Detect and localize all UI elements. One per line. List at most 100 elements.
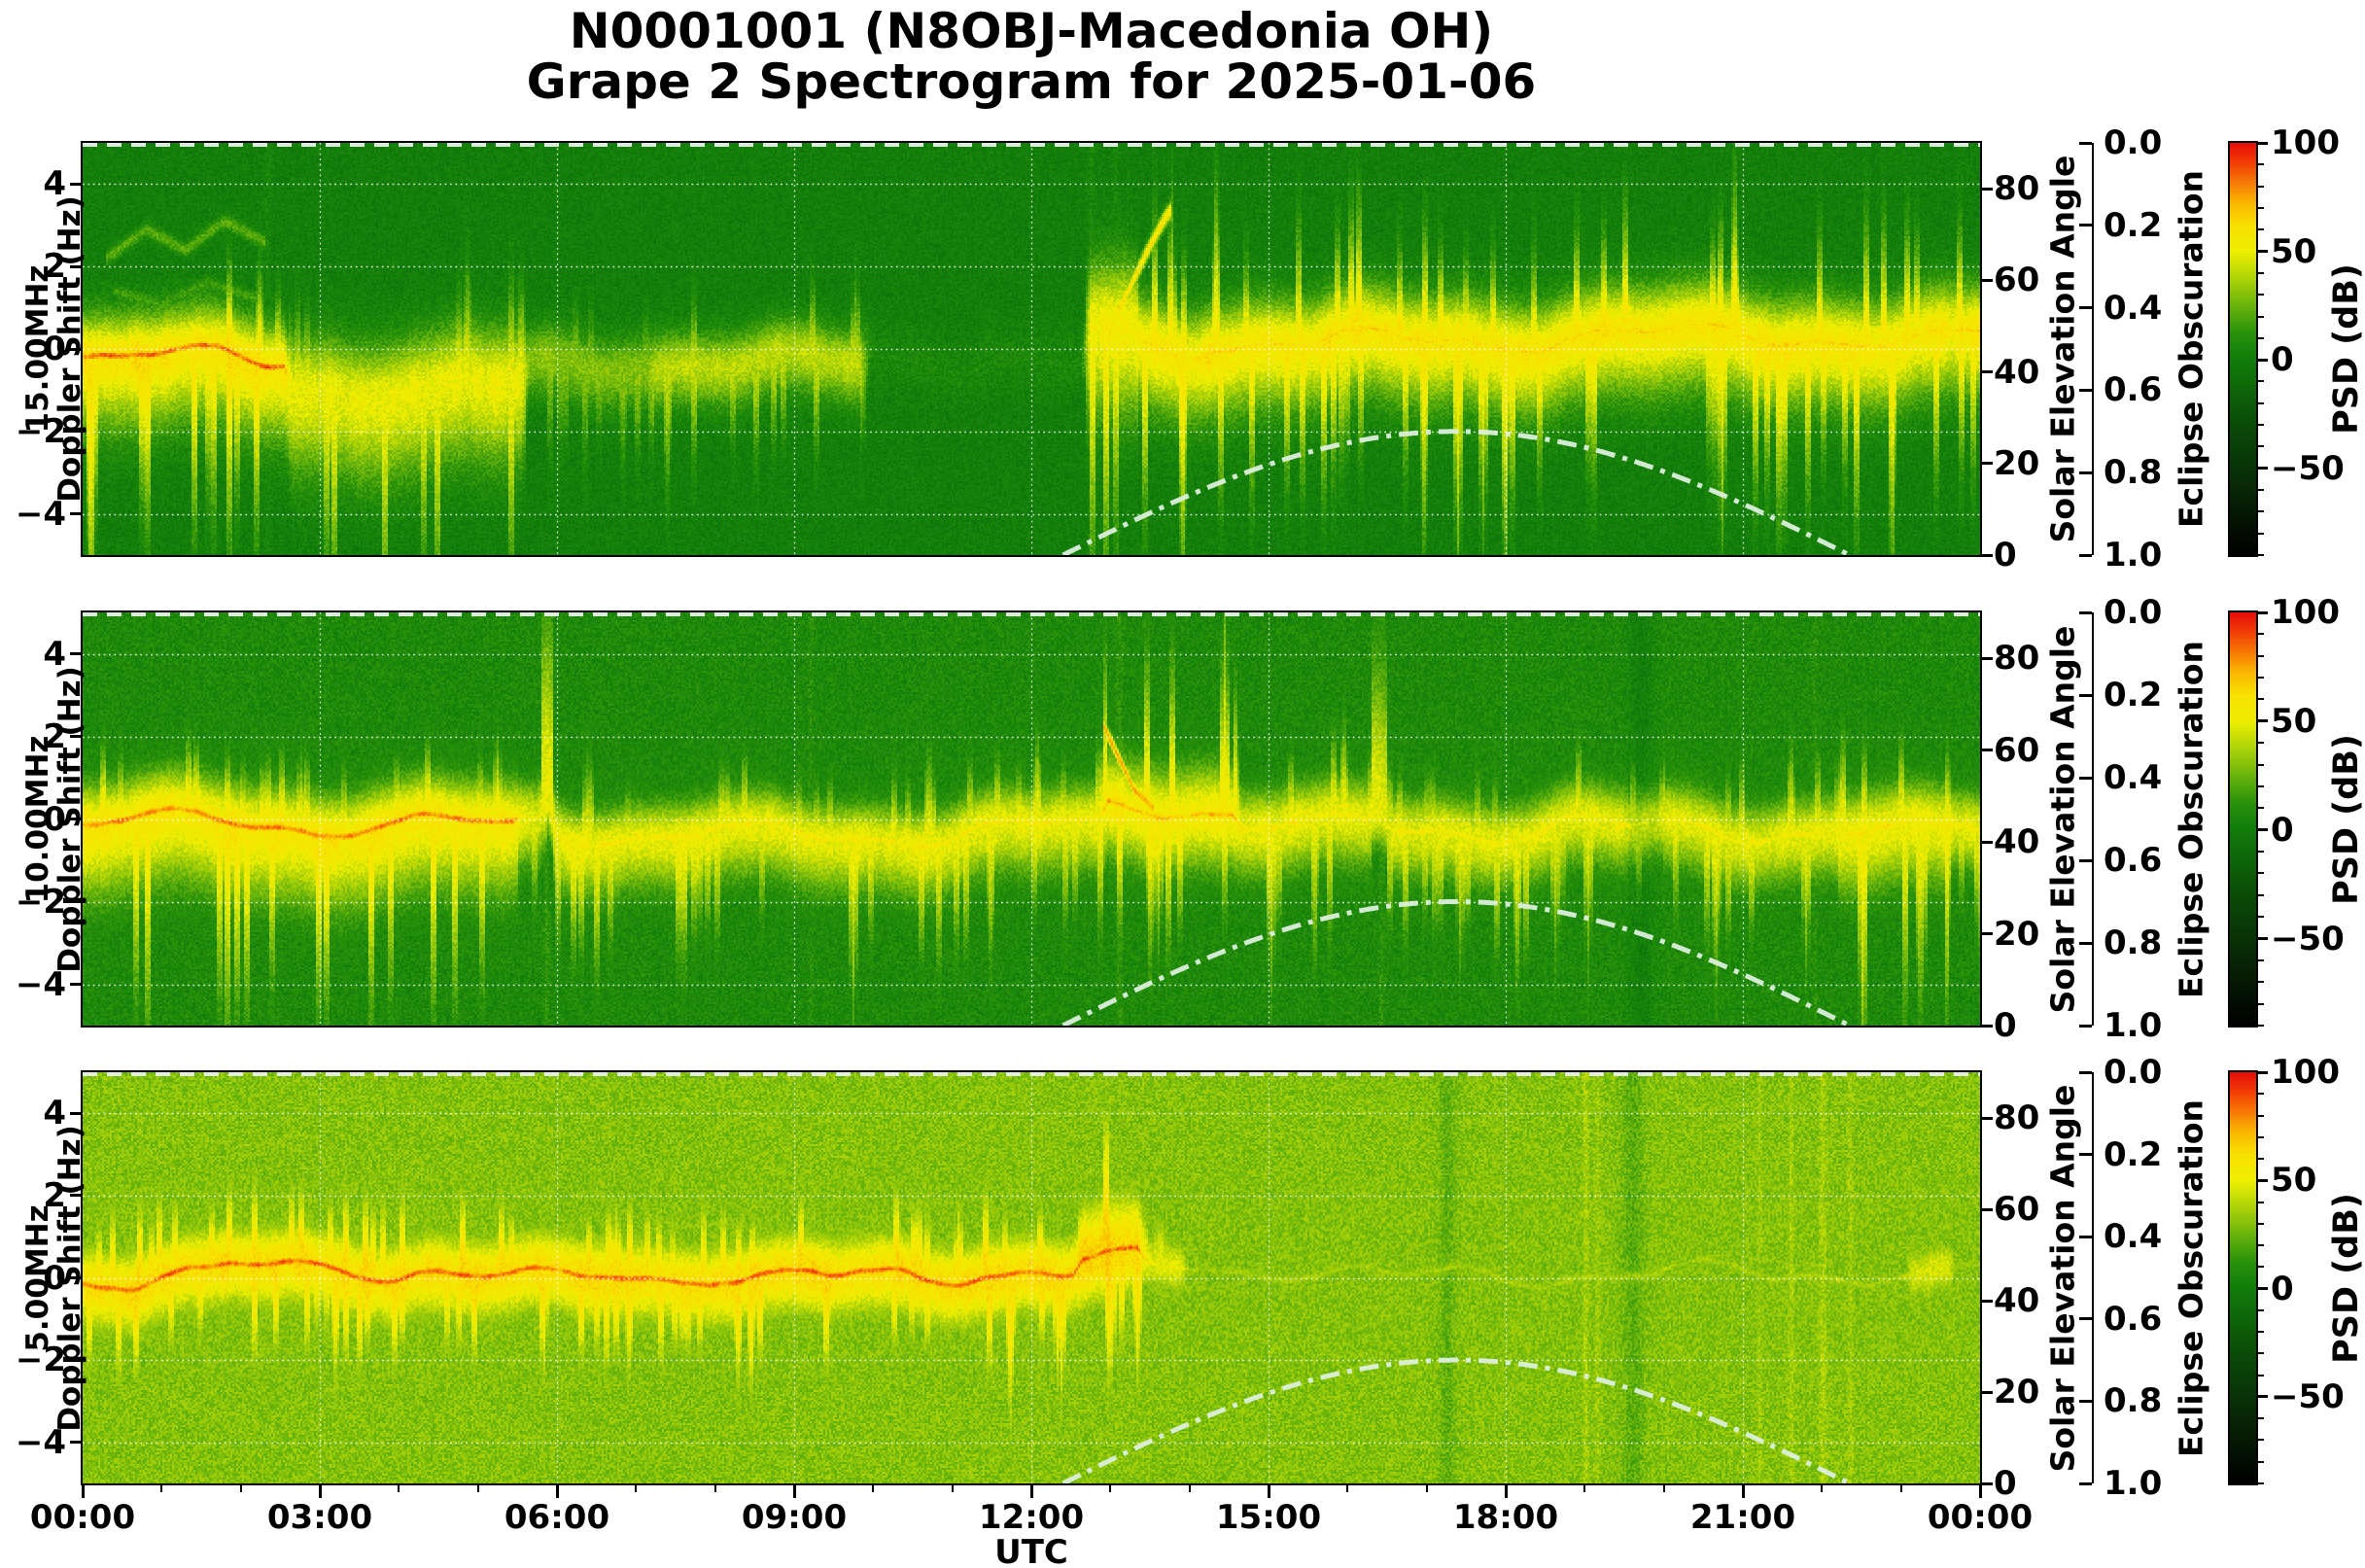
colorbar-minor-tick-mark [2258,554,2264,556]
y-tick-mark [70,1358,83,1362]
solar-tick-mark [1982,553,1993,557]
y-tick-mark [70,430,83,434]
panel-overlay-gridlines-solar-curve-eclipse-line [83,143,1980,555]
y-tick-label: −2 [15,882,66,922]
eclipse-tick-label: 1.0 [2104,536,2163,575]
colorbar-tick-mark [2258,1287,2268,1291]
colorbar-minor-tick-mark [2258,916,2264,919]
y-tick-label: 2 [43,716,66,756]
solar-tick-mark [1982,656,1993,660]
x-tick-mark [81,1485,85,1498]
eclipse-tick-mark [2079,858,2092,862]
x-tick-label: 21:00 [1689,1498,1796,1537]
solar-tick-mark [1982,1390,1993,1394]
colorbar-tick-mark [2258,610,2268,614]
x-tick-label: 09:00 [741,1498,848,1537]
x-minor-tick-mark [951,1485,954,1492]
x-minor-tick-mark [160,1485,163,1492]
solar-tick-label: 20 [1994,1373,2040,1411]
eclipse-tick-mark [2079,224,2092,227]
y-tick-label: 0 [43,799,66,839]
eclipse-axis-label: Eclipse Obscuration [2172,640,2210,998]
solar-tick-mark [1982,932,1993,936]
colorbar-tick-mark [2258,467,2268,470]
spectrogram-panel-5.00MHz [81,1070,1982,1485]
spectrogram-panel-15.00MHz [81,141,1982,557]
colorbar-minor-tick-mark [2258,489,2264,492]
eclipse-tick-mark [2079,1317,2092,1321]
colorbar-tick-label: 100 [2271,123,2340,162]
x-minor-tick-mark [713,1485,716,1492]
colorbar-minor-tick-mark [2258,893,2264,896]
colorbar-minor-tick-mark [2258,315,2264,318]
eclipse-tick-mark [2079,1235,2092,1238]
x-minor-tick-mark [398,1485,400,1492]
solar-tick-mark [1982,1481,1993,1485]
colorbar-minor-tick-mark [2258,1374,2264,1376]
colorbar-minor-tick-mark [2258,1460,2264,1463]
x-minor-tick-mark [1583,1485,1586,1492]
x-tick-label: 15:00 [1215,1498,1322,1537]
panel-overlay-gridlines-solar-curve-eclipse-line [83,612,1980,1026]
colorbar-minor-tick-mark [2258,1158,2264,1161]
x-tick-label: 00:00 [1927,1498,2034,1537]
eclipse-tick-label: 0.0 [2104,593,2163,632]
colorbar-minor-tick-mark [2258,851,2264,854]
x-tick-label: 00:00 [29,1498,136,1537]
page-title-line1: N0001001 (N8OBJ-Macedonia OH) [569,3,1494,59]
eclipse-axis-label: Eclipse Obscuration [2172,1098,2210,1457]
solar-tick-label: 80 [1994,169,2040,209]
x-axis-label-utc: UTC [994,1533,1068,1568]
solar-tick-label: 0 [1994,1006,2017,1045]
y-tick-label: 4 [43,1094,66,1133]
solar-tick-label: 60 [1994,261,2040,300]
eclipse-tick-label: 0.8 [2104,1381,2163,1421]
eclipse-tick-label: 1.0 [2104,1464,2163,1503]
colorbar-minor-tick-mark [2258,1135,2264,1138]
x-tick-mark [1504,1485,1508,1498]
colorbar-gradient [2230,1072,2256,1483]
colorbar-tick-mark [2258,719,2268,723]
solar-tick-label: 20 [1994,914,2040,954]
colorbar-tick-label: 50 [2271,231,2317,271]
solar-tick-mark [1982,187,1993,191]
colorbar-tick-label: 0 [2271,810,2294,850]
solar-tick-label: 40 [1994,1281,2040,1320]
psd-axis-label: PSD (dB) [2327,733,2365,905]
eclipse-tick-label: 0.8 [2104,453,2163,493]
colorbar-minor-tick-mark [2258,1266,2264,1269]
eclipse-tick-mark [2079,1481,2092,1485]
eclipse-tick-mark [2079,941,2092,945]
x-minor-tick-mark [1188,1485,1191,1492]
colorbar-minor-tick-mark [2258,445,2264,448]
y-tick-label: −4 [15,964,66,1004]
colorbar-minor-tick-mark [2258,1002,2264,1005]
solar-tick-mark [1982,370,1993,374]
y-tick-mark [70,1194,83,1198]
eclipse-axis-label: Eclipse Obscuration [2172,169,2210,529]
x-minor-tick-mark [1425,1485,1428,1492]
eclipse-tick-label: 0.6 [2104,370,2163,410]
solar-axis-label: Solar Elevation Angle [2043,625,2082,1013]
x-minor-tick-mark [872,1485,875,1492]
panel-overlay-gridlines-solar-curve-eclipse-line [83,1072,1980,1483]
solar-tick-label: 0 [1994,1464,2017,1503]
y-tick-label: 2 [43,247,66,287]
y-tick-mark [70,900,83,903]
x-tick-label: 12:00 [978,1498,1085,1537]
colorbar-minor-tick-mark [2258,633,2264,636]
eclipse-tick-mark [2079,693,2092,697]
solar-tick-mark [1982,462,1993,466]
x-tick-mark [555,1485,559,1498]
colorbar-tick-label: 0 [2271,1269,2294,1308]
x-tick-mark [318,1485,322,1498]
colorbar-minor-tick-mark [2258,1482,2264,1484]
solar-tick-mark [1982,1207,1993,1211]
spectrogram-panel-10.00MHz [81,610,1982,1028]
eclipse-axis-spine [2092,612,2094,1026]
colorbar-tick-label: 50 [2271,1161,2317,1201]
eclipse-tick-mark [2079,1024,2092,1028]
x-tick-label: 03:00 [266,1498,373,1537]
eclipse-tick-label: 1.0 [2104,1006,2163,1045]
